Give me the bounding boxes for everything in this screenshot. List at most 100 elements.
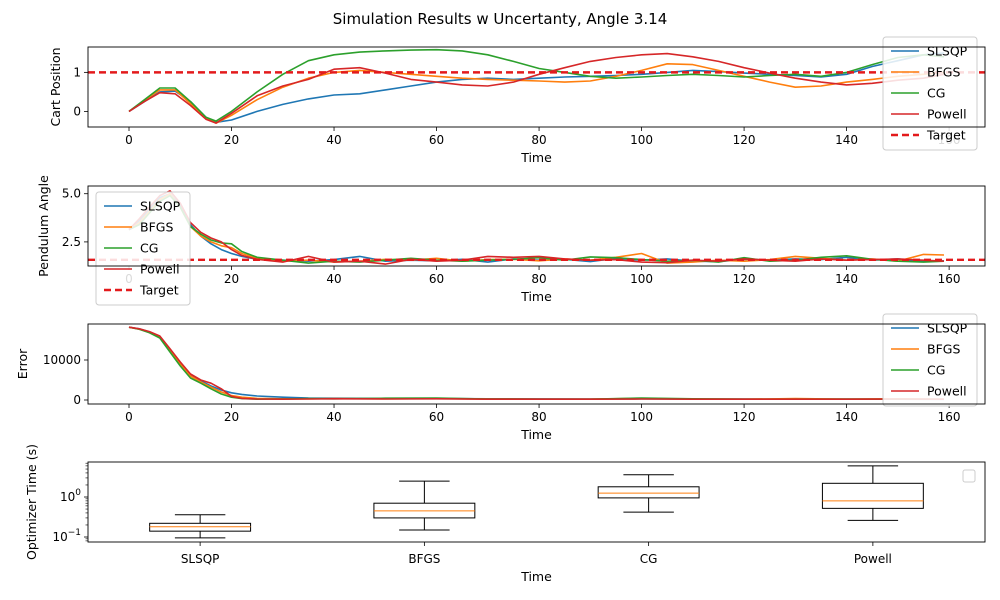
x-tick-label: 140 (835, 133, 858, 147)
x-axis-label: Time (520, 289, 552, 304)
y-tick-label: 1 (73, 65, 81, 79)
legend: SLSQP BFGS CG Powell Target (882, 36, 978, 151)
legend-box (882, 36, 978, 151)
y-tick-label: 2.5 (62, 235, 81, 249)
legend-label-slsqp: SLSQP (927, 321, 968, 336)
y-tick-label: 10000 (43, 353, 81, 367)
series-line-powell (128, 326, 945, 400)
y-tick-label: 0 (73, 393, 81, 407)
series-line-powell (128, 52, 945, 124)
legend-label-bfgs: BFGS (927, 65, 960, 80)
legend-label-cg: CG (140, 241, 158, 256)
y-tick-label: 100 (60, 488, 81, 504)
series-line-cg (128, 326, 944, 400)
y-tick-exponent: −1 (68, 528, 81, 538)
legend-label-slsqp: SLSQP (927, 44, 968, 59)
axes-frame (87, 461, 986, 543)
x-tick-label: 60 (429, 272, 444, 286)
axes-frame (87, 46, 986, 128)
legend-label-powell: Powell (140, 262, 180, 277)
box-slsqp (149, 514, 252, 539)
subplots: 02040608010012014016001SLSQPBFGSCGPowell… (15, 36, 986, 584)
series-line-cg (128, 48, 945, 122)
series-group (128, 326, 945, 401)
y-axis-label: Error (15, 348, 30, 379)
x-tick-label: 20 (224, 133, 239, 147)
y-tick-label: 5.0 (62, 187, 81, 201)
x-tick-label: 40 (326, 133, 341, 147)
box-iqr (821, 482, 924, 509)
x-tick-label: 0 (125, 133, 133, 147)
legend-label-cg: CG (927, 86, 945, 101)
x-tick-label: 20 (224, 272, 239, 286)
x-tick-label: 40 (326, 272, 341, 286)
y-tick-base: 10 (52, 530, 67, 544)
x-tick-label: CG (640, 552, 658, 566)
x-tick-label: 120 (733, 133, 756, 147)
series-line-powell (128, 190, 945, 265)
box-bfgs (373, 480, 476, 531)
x-axis-label: Time (520, 569, 552, 584)
x-axis-label: Time (520, 150, 552, 165)
x-tick-label: 60 (429, 133, 444, 147)
x-tick-label: Powell (854, 552, 892, 566)
series-line-slsqp (128, 192, 945, 263)
x-tick-label: 20 (224, 410, 239, 424)
x-tick-label: 120 (733, 272, 756, 286)
axes-frame (87, 323, 986, 405)
x-tick-label: 80 (531, 410, 546, 424)
legend-label-target: Target (926, 128, 966, 143)
y-tick-base: 10 (60, 490, 75, 504)
x-tick-label: BFGS (408, 552, 440, 566)
x-tick-label: 160 (938, 410, 961, 424)
y-axis-label: Optimizer Time (s) (24, 444, 39, 560)
subplot-error: 0 20 40 60 80 100 120 140 160 0 10000 SLSQP BFGS CG Po… (15, 313, 986, 442)
legend-label-bfgs: BFGS (140, 220, 173, 235)
legend-label-cg: CG (927, 363, 945, 378)
x-tick-label: 80 (531, 133, 546, 147)
x-tick-label: 0 (125, 410, 133, 424)
legend-label-powell: Powell (927, 384, 967, 399)
x-tick-label: SLSQP (181, 552, 220, 566)
series-group (88, 190, 985, 265)
axes-frame (87, 185, 986, 267)
x-tick-label: 160 (938, 272, 961, 286)
x-tick-label: 60 (429, 410, 444, 424)
x-tick-label: 100 (630, 410, 653, 424)
x-tick-label: 100 (630, 272, 653, 286)
box-cg (597, 474, 700, 513)
subplot-angle: 0204060801001201401602.55.0SLSQPBFGSCGPo… (36, 175, 986, 306)
y-tick-label: 10−1 (52, 528, 81, 544)
y-tick-exponent: 0 (75, 488, 81, 498)
box-powell (821, 465, 924, 521)
y-tick-label: 0 (73, 104, 81, 118)
legend-label-target: Target (139, 283, 179, 298)
series-line-cg (128, 194, 945, 264)
figure-title: Simulation Results w Uncertanty, Angle 3… (333, 10, 668, 28)
legend-label-powell: Powell (927, 107, 967, 122)
series-line-slsqp (128, 326, 945, 401)
x-tick-label: 100 (630, 133, 653, 147)
legend-label-slsqp: SLSQP (140, 199, 181, 214)
series-line-bfgs (128, 192, 945, 264)
series-line-slsqp (128, 52, 945, 124)
legend: SLSQP BFGS CG Powell (882, 313, 978, 407)
y-axis-label: Pendulum Angle (36, 175, 51, 277)
subplot-cart: 02040608010012014016001SLSQPBFGSCGPowell… (48, 36, 986, 165)
legend-box (962, 469, 976, 483)
y-axis-label: Cart Position (48, 47, 63, 126)
x-tick-label: 140 (835, 272, 858, 286)
x-tick-label: 80 (531, 272, 546, 286)
x-tick-label: 40 (326, 410, 341, 424)
legend-box (882, 313, 978, 407)
x-axis-label: Time (520, 427, 552, 442)
series-group (88, 48, 985, 124)
x-tick-label: 140 (835, 410, 858, 424)
series-line-bfgs (128, 326, 945, 400)
x-tick-label: 120 (733, 410, 756, 424)
legend: SLSQP BFGS CG Powell Target (95, 191, 191, 306)
box-iqr (597, 486, 700, 499)
legend-box (95, 191, 191, 306)
